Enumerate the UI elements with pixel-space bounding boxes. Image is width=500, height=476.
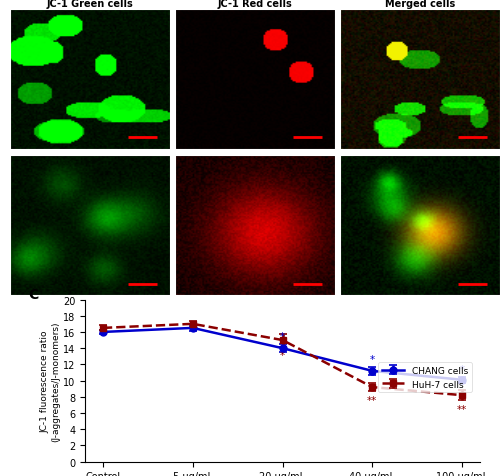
Text: **: ** [457,404,467,414]
Text: *: * [280,350,285,360]
Y-axis label: JC-1 fluorescence ratio
(J-aggregates/J-monomers): JC-1 fluorescence ratio (J-aggregates/J-… [40,321,60,441]
Text: *: * [460,364,464,374]
Text: *: * [280,332,285,342]
Legend: CHANG cells, HuH-7 cells: CHANG cells, HuH-7 cells [378,363,472,392]
Title: JC-1 Red cells: JC-1 Red cells [218,0,292,9]
Title: JC-1 Green cells: JC-1 Green cells [46,0,134,9]
Text: **: ** [367,395,378,405]
Text: *: * [370,354,375,364]
Text: C: C [28,287,39,301]
Title: Merged cells: Merged cells [385,0,455,9]
